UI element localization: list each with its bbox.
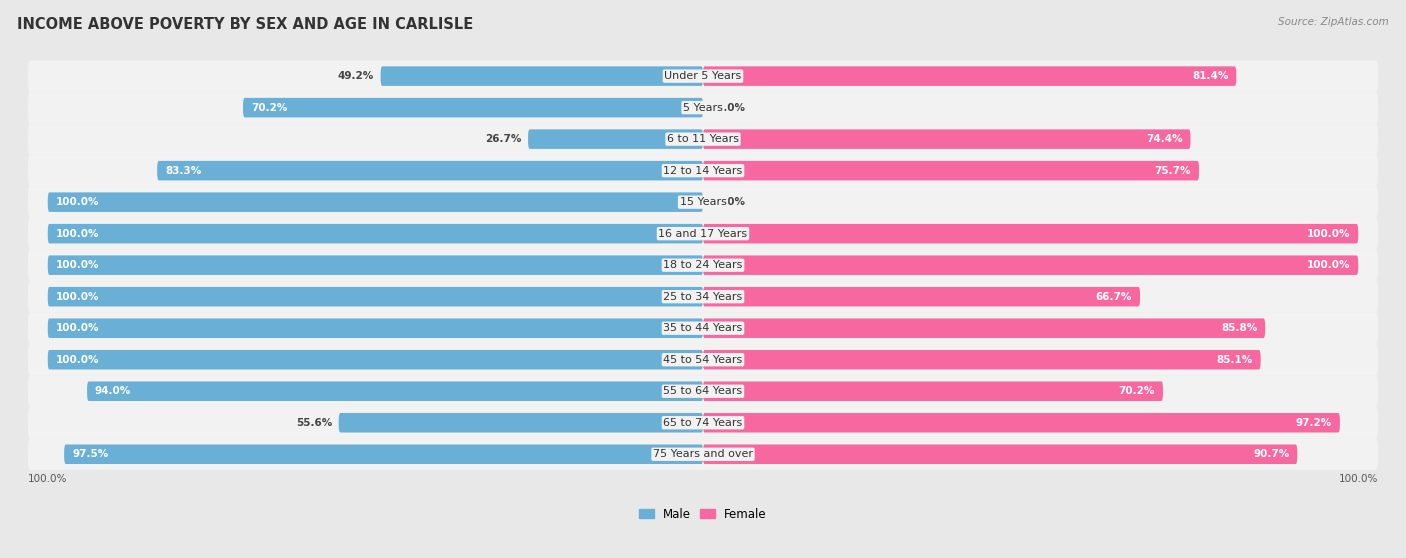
- Text: 12 to 14 Years: 12 to 14 Years: [664, 166, 742, 176]
- FancyBboxPatch shape: [703, 413, 1340, 432]
- Text: 90.7%: 90.7%: [1253, 449, 1289, 459]
- Text: 100.0%: 100.0%: [28, 474, 67, 484]
- FancyBboxPatch shape: [703, 319, 1265, 338]
- Text: 100.0%: 100.0%: [1306, 229, 1350, 239]
- Text: 18 to 24 Years: 18 to 24 Years: [664, 260, 742, 270]
- FancyBboxPatch shape: [48, 193, 703, 212]
- FancyBboxPatch shape: [28, 249, 1378, 281]
- FancyBboxPatch shape: [703, 445, 1298, 464]
- Text: 70.2%: 70.2%: [250, 103, 287, 113]
- FancyBboxPatch shape: [703, 382, 1163, 401]
- Text: 81.4%: 81.4%: [1192, 71, 1229, 81]
- FancyBboxPatch shape: [48, 287, 703, 306]
- FancyBboxPatch shape: [703, 161, 1199, 180]
- Text: INCOME ABOVE POVERTY BY SEX AND AGE IN CARLISLE: INCOME ABOVE POVERTY BY SEX AND AGE IN C…: [17, 17, 474, 32]
- FancyBboxPatch shape: [28, 186, 1378, 218]
- Text: 85.8%: 85.8%: [1220, 323, 1257, 333]
- FancyBboxPatch shape: [703, 350, 1261, 369]
- FancyBboxPatch shape: [703, 287, 1140, 306]
- Text: 66.7%: 66.7%: [1095, 292, 1132, 302]
- Text: 94.0%: 94.0%: [96, 386, 131, 396]
- FancyBboxPatch shape: [28, 281, 1378, 312]
- Text: 25 to 34 Years: 25 to 34 Years: [664, 292, 742, 302]
- FancyBboxPatch shape: [28, 312, 1378, 344]
- Text: Source: ZipAtlas.com: Source: ZipAtlas.com: [1278, 17, 1389, 27]
- Text: 100.0%: 100.0%: [56, 292, 100, 302]
- Text: 15 Years: 15 Years: [679, 197, 727, 207]
- Text: 97.5%: 97.5%: [72, 449, 108, 459]
- FancyBboxPatch shape: [157, 161, 703, 180]
- Text: Under 5 Years: Under 5 Years: [665, 71, 741, 81]
- FancyBboxPatch shape: [529, 129, 703, 149]
- Text: 75 Years and over: 75 Years and over: [652, 449, 754, 459]
- Text: 100.0%: 100.0%: [56, 229, 100, 239]
- FancyBboxPatch shape: [28, 376, 1378, 407]
- Text: 5 Years: 5 Years: [683, 103, 723, 113]
- FancyBboxPatch shape: [703, 224, 1358, 243]
- Text: 55.6%: 55.6%: [295, 418, 332, 428]
- FancyBboxPatch shape: [28, 439, 1378, 470]
- FancyBboxPatch shape: [48, 319, 703, 338]
- Text: 35 to 44 Years: 35 to 44 Years: [664, 323, 742, 333]
- Text: 6 to 11 Years: 6 to 11 Years: [666, 134, 740, 144]
- Text: 55 to 64 Years: 55 to 64 Years: [664, 386, 742, 396]
- FancyBboxPatch shape: [28, 218, 1378, 249]
- Text: 100.0%: 100.0%: [56, 260, 100, 270]
- Text: 65 to 74 Years: 65 to 74 Years: [664, 418, 742, 428]
- Text: 100.0%: 100.0%: [56, 323, 100, 333]
- FancyBboxPatch shape: [65, 445, 703, 464]
- FancyBboxPatch shape: [28, 123, 1378, 155]
- Text: 75.7%: 75.7%: [1154, 166, 1191, 176]
- Text: 83.3%: 83.3%: [165, 166, 201, 176]
- Text: 49.2%: 49.2%: [337, 71, 374, 81]
- Text: 85.1%: 85.1%: [1216, 355, 1253, 365]
- Text: 16 and 17 Years: 16 and 17 Years: [658, 229, 748, 239]
- FancyBboxPatch shape: [243, 98, 703, 117]
- FancyBboxPatch shape: [48, 224, 703, 243]
- FancyBboxPatch shape: [339, 413, 703, 432]
- Text: 45 to 54 Years: 45 to 54 Years: [664, 355, 742, 365]
- Text: 0.0%: 0.0%: [716, 197, 745, 207]
- Text: 100.0%: 100.0%: [56, 355, 100, 365]
- FancyBboxPatch shape: [703, 129, 1191, 149]
- FancyBboxPatch shape: [28, 155, 1378, 186]
- Text: 26.7%: 26.7%: [485, 134, 522, 144]
- FancyBboxPatch shape: [87, 382, 703, 401]
- FancyBboxPatch shape: [28, 344, 1378, 376]
- Text: 100.0%: 100.0%: [56, 197, 100, 207]
- Text: 100.0%: 100.0%: [1306, 260, 1350, 270]
- Text: 100.0%: 100.0%: [1339, 474, 1378, 484]
- FancyBboxPatch shape: [28, 407, 1378, 439]
- FancyBboxPatch shape: [48, 256, 703, 275]
- FancyBboxPatch shape: [381, 66, 703, 86]
- Legend: Male, Female: Male, Female: [634, 503, 772, 525]
- FancyBboxPatch shape: [703, 66, 1236, 86]
- Text: 0.0%: 0.0%: [716, 103, 745, 113]
- FancyBboxPatch shape: [703, 256, 1358, 275]
- FancyBboxPatch shape: [28, 92, 1378, 123]
- FancyBboxPatch shape: [28, 60, 1378, 92]
- Text: 74.4%: 74.4%: [1146, 134, 1182, 144]
- Text: 70.2%: 70.2%: [1119, 386, 1156, 396]
- FancyBboxPatch shape: [48, 350, 703, 369]
- Text: 97.2%: 97.2%: [1296, 418, 1331, 428]
